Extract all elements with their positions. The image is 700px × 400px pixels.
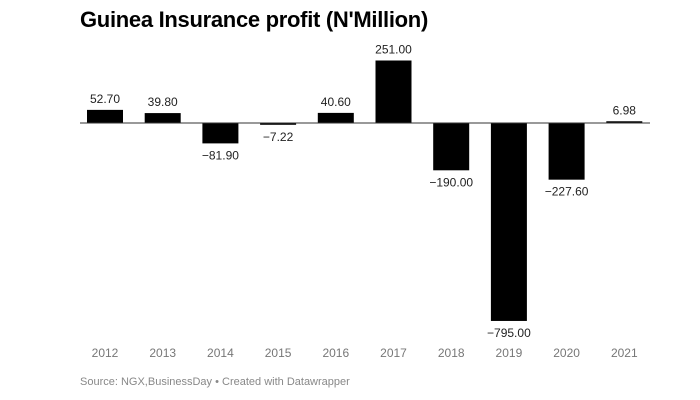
x-tick-label-2019: 2019 xyxy=(496,346,523,360)
bar-2018 xyxy=(433,123,470,171)
bar-2015 xyxy=(260,123,297,125)
chart-title: Guinea Insurance profit (N'Million) xyxy=(80,7,428,32)
data-label-2014: −81.90 xyxy=(202,148,239,162)
x-tick-label-2020: 2020 xyxy=(553,346,580,360)
x-tick-label-2018: 2018 xyxy=(438,346,465,360)
data-label-2019: −795.00 xyxy=(487,326,531,340)
x-tick-label-2014: 2014 xyxy=(207,346,234,360)
x-tick-label-2017: 2017 xyxy=(380,346,407,360)
x-tick-label-2013: 2013 xyxy=(149,346,176,360)
x-tick-label-2021: 2021 xyxy=(611,346,638,360)
data-label-2021: 6.98 xyxy=(613,103,637,117)
bar-2021 xyxy=(606,121,643,123)
data-label-2020: −227.60 xyxy=(545,185,589,199)
x-tick-label-2012: 2012 xyxy=(92,346,119,360)
source-footer: Source: NGX,BusinessDay • Created with D… xyxy=(80,376,350,388)
bar-2016 xyxy=(317,112,354,123)
bar-2017 xyxy=(375,60,412,123)
x-tick-label-2015: 2015 xyxy=(265,346,292,360)
bar-2014 xyxy=(202,123,239,144)
data-label-2018: −190.00 xyxy=(429,175,473,189)
bar-2012 xyxy=(87,109,123,123)
bar-2013 xyxy=(144,113,181,123)
data-label-2013: 39.80 xyxy=(148,95,178,109)
x-tick-label-2016: 2016 xyxy=(322,346,349,360)
data-label-2016: 40.60 xyxy=(321,95,351,109)
data-label-2012: 52.70 xyxy=(90,92,120,106)
bar-2019 xyxy=(490,123,527,321)
data-label-2017: 251.00 xyxy=(375,43,412,57)
bar-2020 xyxy=(548,123,585,180)
data-label-2015: −7.22 xyxy=(263,130,294,144)
